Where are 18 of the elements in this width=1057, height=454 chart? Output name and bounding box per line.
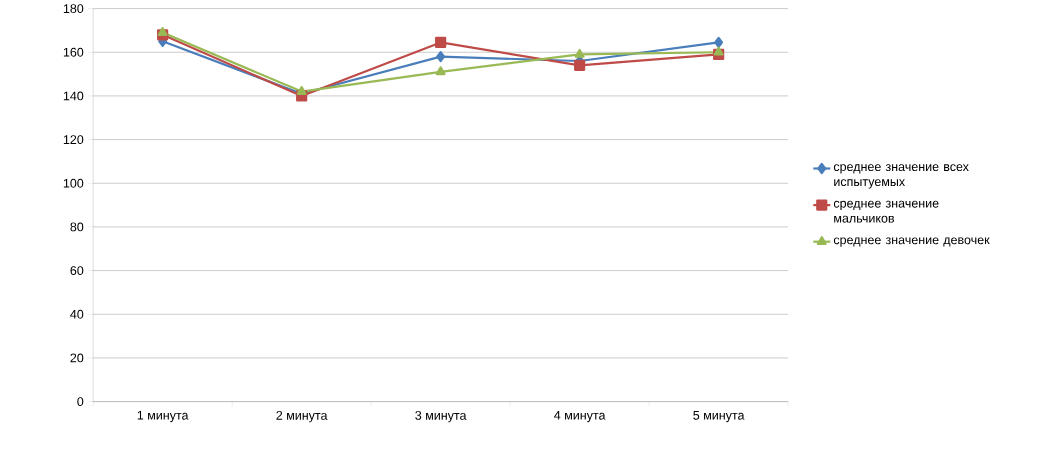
y-tick-label: 20 — [70, 353, 84, 363]
y-tick-label: 120 — [63, 135, 84, 145]
x-tick-label: 2 минута — [276, 410, 328, 423]
x-tick-label: 4 минута — [554, 410, 606, 423]
x-tick-label: 5 минута — [693, 410, 745, 423]
y-tick-label: 80 — [70, 222, 84, 232]
x-tick-label: 3 минута — [415, 410, 467, 423]
legend-label: среднее значение девочек — [833, 237, 990, 247]
y-tick-label: 60 — [70, 266, 84, 276]
y-tick-label: 160 — [63, 47, 84, 57]
legend-label: среднее значение мальчиков — [833, 200, 939, 223]
legend-label: среднее значение всех испытуемых — [833, 164, 969, 189]
y-tick-label: 180 — [63, 4, 84, 14]
y-tick-label: 0 — [77, 397, 84, 407]
y-tick-label: 140 — [63, 91, 84, 101]
y-tick-label: 100 — [63, 178, 84, 188]
y-tick-label: 40 — [70, 309, 84, 319]
x-tick-label: 1 минута — [137, 410, 189, 423]
